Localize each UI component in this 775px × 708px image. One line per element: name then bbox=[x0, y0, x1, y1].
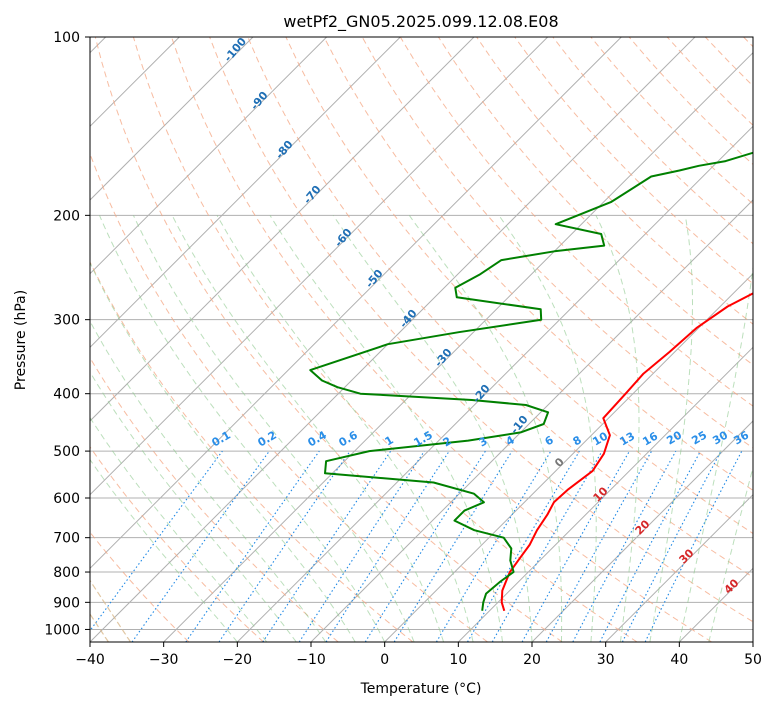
mixing-ratio-line bbox=[545, 450, 653, 642]
y-tick-label: 900 bbox=[53, 595, 80, 611]
mixing-ratio-line bbox=[572, 450, 677, 642]
dry-adiabat-line bbox=[90, 260, 414, 642]
mixing-ratio-line bbox=[521, 450, 630, 642]
y-tick-label: 1000 bbox=[44, 622, 80, 638]
x-tick-label: 10 bbox=[449, 652, 467, 668]
y-tick-label: 600 bbox=[53, 491, 80, 507]
dewpoint-profile-line bbox=[309, 151, 753, 611]
moist-adiabat-line bbox=[90, 416, 268, 642]
x-tick-label: 30 bbox=[597, 652, 615, 668]
isotherm-line bbox=[605, 493, 753, 642]
chart-title: wetPf2_GN05.2025.099.12.08.E08 bbox=[283, 12, 558, 32]
y-tick-label: 100 bbox=[53, 30, 80, 46]
x-tick-label: −20 bbox=[223, 652, 253, 668]
x-tick-label: −40 bbox=[75, 652, 105, 668]
data-lines bbox=[309, 151, 753, 612]
dry-adiabat-line bbox=[476, 37, 753, 325]
isotherm-line bbox=[90, 37, 549, 496]
dry-adiabat-line bbox=[171, 37, 712, 642]
plot-frame bbox=[89, 36, 754, 643]
isotherm-line bbox=[531, 420, 753, 642]
moist-adiabat-line bbox=[408, 215, 563, 642]
moist-adiabat-line bbox=[216, 215, 474, 642]
x-axis-label: Temperature (°C) bbox=[360, 681, 482, 697]
wet-bulb-reference-line bbox=[90, 579, 132, 642]
moist-adiabat-line bbox=[649, 215, 693, 642]
mixing-ratio-line bbox=[393, 450, 513, 642]
moist-adiabat-line bbox=[132, 215, 415, 642]
x-tick-label: 40 bbox=[670, 652, 688, 668]
y-tick-label: 700 bbox=[53, 531, 80, 547]
isotherm-line bbox=[384, 272, 753, 642]
isotherm-line bbox=[163, 51, 753, 642]
mixing-ratio-line bbox=[185, 450, 320, 642]
moist-adiabat-line bbox=[90, 320, 327, 642]
mixing-ratio-line bbox=[131, 450, 270, 642]
isotherm-line bbox=[236, 125, 753, 642]
moist-adiabat-line bbox=[332, 215, 533, 642]
x-tick-label: −30 bbox=[149, 652, 179, 668]
background-lines bbox=[90, 37, 753, 642]
isotherm-line bbox=[90, 37, 328, 275]
mixing-ratio-line bbox=[644, 450, 743, 642]
mixing-ratio-line bbox=[262, 450, 392, 642]
dry-adiabat-line bbox=[323, 37, 753, 491]
mixing-ratio-line bbox=[218, 450, 351, 642]
dry-adiabat-line bbox=[94, 37, 563, 642]
dry-adiabat-line bbox=[247, 37, 753, 578]
isotherm-line bbox=[90, 37, 696, 642]
moist-adiabat-line bbox=[90, 261, 356, 642]
mixing-ratio-line bbox=[325, 450, 450, 642]
mixing-ratio-line bbox=[298, 450, 425, 642]
x-tick-label: −10 bbox=[296, 652, 326, 668]
x-tick-label: 0 bbox=[380, 652, 389, 668]
moist-adiabat-line bbox=[269, 215, 503, 642]
dry-adiabat-line bbox=[90, 446, 264, 642]
moist-adiabat-line bbox=[90, 458, 238, 642]
isotherm-line bbox=[90, 37, 622, 570]
y-tick-label: 300 bbox=[53, 313, 80, 329]
moist-adiabat-line bbox=[595, 215, 640, 642]
temperature-profile-line bbox=[500, 292, 753, 612]
moist-adiabat-line bbox=[678, 263, 753, 642]
isotherm-line bbox=[90, 37, 475, 422]
moist-adiabat-line bbox=[99, 215, 386, 642]
y-tick-label: 200 bbox=[53, 208, 80, 224]
moist-adiabat-line bbox=[90, 371, 297, 642]
y-tick-label: 800 bbox=[53, 565, 80, 581]
y-axis-label: Pressure (hPa) bbox=[13, 290, 29, 390]
x-tick-label: 20 bbox=[523, 652, 541, 668]
dry-adiabat-line bbox=[132, 37, 638, 642]
dry-adiabat-line bbox=[514, 37, 753, 285]
axes: −40 −30 −20 −10 0 10 20 30 40 50 100 200 300 400 500 60… bbox=[44, 30, 762, 668]
dry-adiabat-line bbox=[285, 37, 753, 535]
isotherm-line bbox=[90, 37, 254, 201]
y-tick-label: 400 bbox=[53, 387, 80, 403]
x-tick-label: 50 bbox=[744, 652, 762, 668]
dry-adiabat-line bbox=[209, 37, 753, 623]
isotherm-line bbox=[90, 37, 401, 349]
dry-adiabat-line bbox=[90, 356, 339, 642]
isotherm-line bbox=[457, 346, 753, 642]
y-tick-label: 500 bbox=[53, 444, 80, 460]
moist-adiabat-line bbox=[171, 215, 445, 642]
mixing-ratio-line bbox=[90, 450, 223, 632]
